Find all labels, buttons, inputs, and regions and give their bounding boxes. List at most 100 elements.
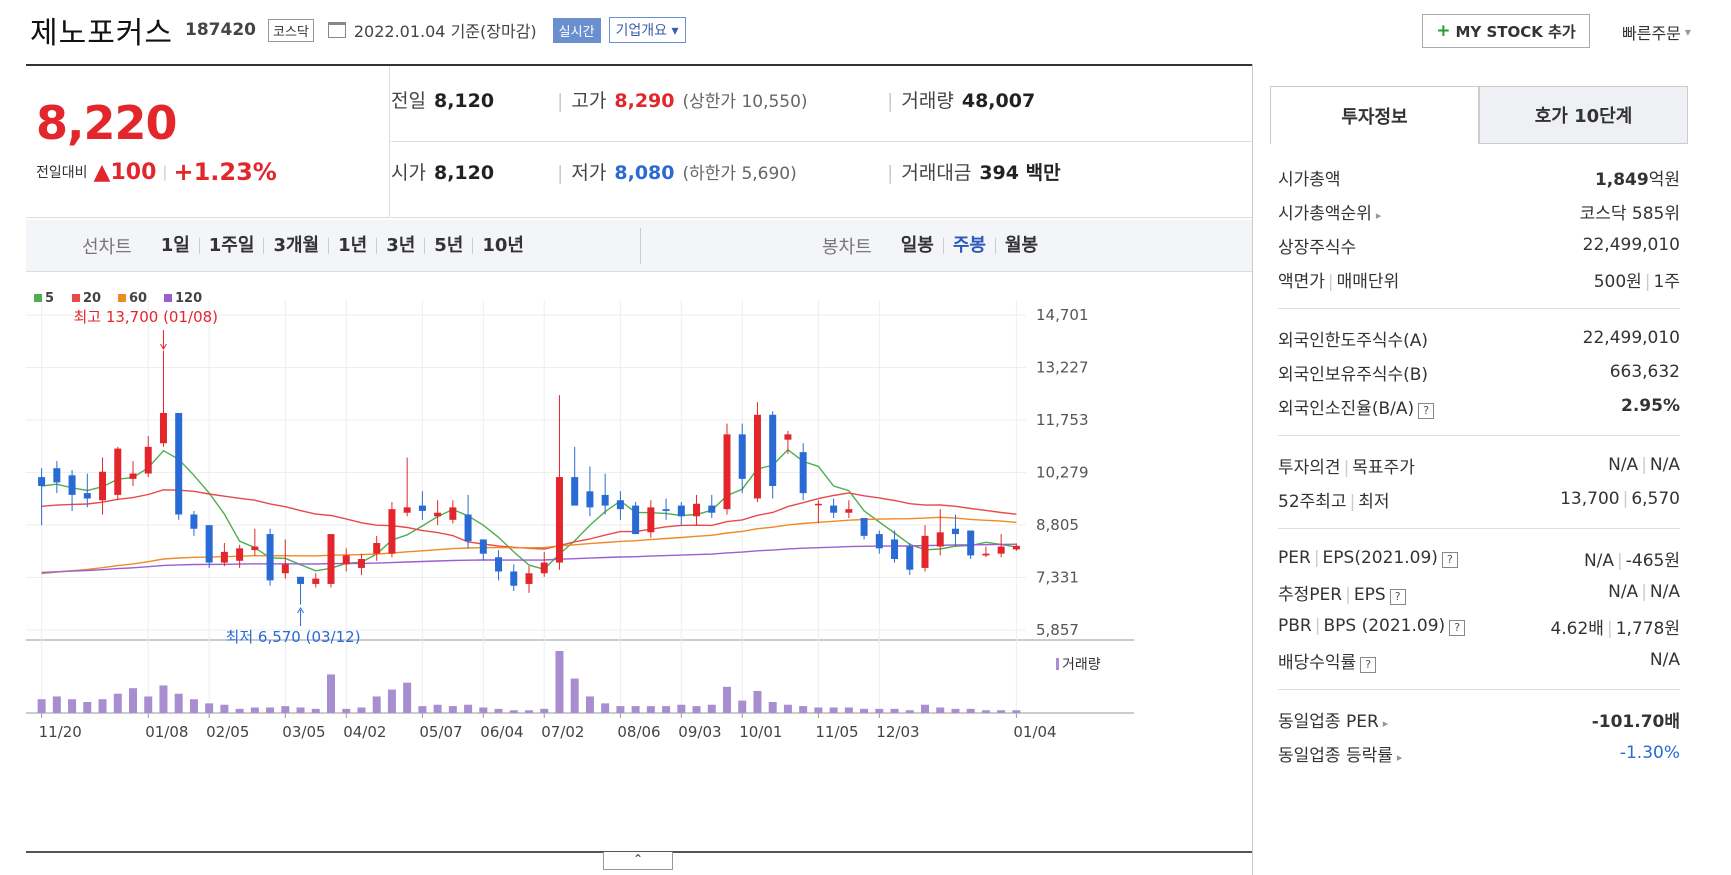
price-chart[interactable]: 14,701 13,227 11,753 10,279 8,805 7,331 5,857 1… bbox=[26, 290, 1252, 850]
target-price-label: 목표주가 bbox=[1352, 457, 1415, 478]
candle-body bbox=[357, 559, 365, 568]
candle-body bbox=[723, 434, 731, 510]
period-5y[interactable]: 5년 bbox=[424, 237, 472, 255]
candle-body bbox=[297, 576, 305, 584]
period-3m[interactable]: 3개월 bbox=[263, 237, 328, 255]
volume-bar bbox=[220, 704, 229, 713]
candle-body bbox=[891, 539, 899, 560]
candle-body bbox=[632, 505, 640, 535]
candle-body bbox=[693, 503, 701, 517]
52w-low-value: 6,570 bbox=[1631, 489, 1680, 509]
par-label: 액면가 bbox=[1278, 271, 1325, 292]
52w-low-label: 최저 bbox=[1358, 491, 1390, 512]
shares-value: 22,499,010 bbox=[1582, 235, 1680, 255]
price-stats: 전일 8,120 | 고가 8,290 (상한가 10,550) | 거래량 4… bbox=[391, 66, 1252, 218]
help-icon[interactable]: ? bbox=[1441, 552, 1458, 568]
row-industry-rate[interactable]: 동일업종 등락률 ▸ -1.30% bbox=[1278, 736, 1680, 770]
candle-daily[interactable]: 일봉 bbox=[900, 235, 934, 256]
candle-body bbox=[753, 414, 761, 499]
market-cap-rank: 코스닥 585위 bbox=[1579, 203, 1680, 224]
plus-icon: + bbox=[1436, 21, 1451, 41]
my-stock-add-button[interactable]: + MY STOCK 추가 bbox=[1422, 14, 1590, 48]
collapse-chart-button[interactable]: ⌃ bbox=[603, 852, 673, 870]
candle-body bbox=[418, 505, 426, 511]
period-1y[interactable]: 1년 bbox=[328, 237, 376, 255]
divider: | bbox=[1343, 457, 1350, 478]
tab-hoga[interactable]: 호가 10단계 bbox=[1479, 86, 1688, 144]
volume-bar bbox=[387, 689, 396, 713]
candle-body bbox=[875, 534, 883, 549]
stat-low: | 저가 8,080 (하한가 5,690) bbox=[557, 158, 797, 185]
volume-bar bbox=[966, 708, 975, 713]
stat-value: 48,007 bbox=[961, 90, 1036, 112]
candle-body bbox=[251, 546, 259, 551]
volume-bar bbox=[266, 707, 275, 713]
help-icon[interactable]: ? bbox=[1389, 588, 1406, 605]
help-icon[interactable]: ? bbox=[1418, 402, 1435, 419]
current-price: 8,220 bbox=[36, 96, 178, 150]
candle-body bbox=[175, 412, 183, 515]
volume-bar bbox=[799, 706, 808, 713]
up-arrow-icon: ▲100 bbox=[93, 159, 157, 185]
company-overview-dropdown[interactable]: 기업개요 ▾ bbox=[608, 17, 686, 43]
foreign-limit-value: 22,499,010 bbox=[1582, 328, 1680, 348]
candle-body bbox=[738, 434, 746, 479]
ma60-line bbox=[41, 516, 1017, 575]
row-industry-per[interactable]: 동일업종 PER ▸ -101.70배 bbox=[1278, 702, 1680, 736]
volume-bar bbox=[509, 710, 518, 713]
quick-order-dropdown[interactable]: 빠른주문 ▾ bbox=[1622, 20, 1691, 44]
volume-bar bbox=[205, 703, 214, 713]
volume-bar bbox=[418, 706, 427, 713]
period-3y[interactable]: 3년 bbox=[376, 237, 424, 255]
row-market-cap-rank[interactable]: 시가총액순위 ▸ 코스닥 585위 bbox=[1278, 194, 1680, 228]
stat-volume: | 거래량 48,007 bbox=[887, 86, 1035, 113]
main-panel bbox=[26, 64, 1252, 854]
quick-order-label: 빠른주문 bbox=[1622, 24, 1681, 43]
volume-bar bbox=[448, 706, 457, 713]
volume-bar bbox=[783, 704, 792, 713]
volume-bar bbox=[601, 703, 610, 713]
opinion-label: 투자의견 bbox=[1278, 457, 1341, 478]
per-label: PER bbox=[1278, 548, 1311, 568]
help-icon[interactable]: ? bbox=[1360, 656, 1377, 673]
tab-invest-info[interactable]: 투자정보 bbox=[1270, 86, 1479, 144]
foreign-limit-label: 외국인한도주식수(A) bbox=[1278, 330, 1429, 351]
period-1w[interactable]: 1주일 bbox=[198, 237, 264, 255]
x-tick-label: 07/02 bbox=[541, 723, 584, 741]
stock-code: 187420 bbox=[185, 20, 256, 40]
period-10y[interactable]: 10년 bbox=[472, 237, 533, 255]
volume-bar bbox=[98, 699, 107, 713]
candle-chart-periods: 봉차트 일봉 주봉 월봉 bbox=[822, 220, 1047, 272]
volume-bar bbox=[144, 696, 153, 713]
candle-body bbox=[144, 446, 152, 474]
realtime-button[interactable]: 실시간 bbox=[552, 17, 601, 43]
period-1d[interactable]: 1일 bbox=[160, 235, 190, 256]
candle-monthly[interactable]: 월봉 bbox=[994, 237, 1047, 255]
row-52week: 52주최고 | 최저 13,700 | 6,570 bbox=[1278, 482, 1680, 516]
candle-weekly[interactable]: 주봉 bbox=[942, 237, 995, 255]
divider: | bbox=[1644, 271, 1651, 292]
row-foreign-limit: 외국인한도주식수(A) 22,499,010 bbox=[1278, 321, 1680, 355]
change-value: 100 bbox=[110, 159, 157, 185]
ma5-line bbox=[41, 448, 1017, 572]
candle-body bbox=[997, 546, 1005, 554]
candle-body bbox=[586, 491, 594, 508]
per-value: N/A bbox=[1583, 550, 1615, 571]
candle-body bbox=[936, 532, 944, 547]
row-pbr: PBR | BPS (2021.09)? 4.62배 | 1,778원 bbox=[1278, 609, 1680, 643]
chevron-down-icon: ▾ bbox=[1684, 25, 1691, 39]
volume-bar bbox=[189, 699, 198, 713]
lower-limit: (하한가 5,690) bbox=[682, 164, 797, 184]
upper-limit: (상한가 10,550) bbox=[682, 92, 808, 112]
eps-value: -465원 bbox=[1625, 550, 1680, 571]
volume-bar bbox=[68, 699, 77, 713]
help-icon[interactable]: ? bbox=[1449, 620, 1466, 636]
divider: | bbox=[1622, 489, 1629, 509]
candle-body bbox=[53, 468, 61, 483]
par-value: 500원 bbox=[1593, 271, 1642, 292]
candle-body bbox=[540, 562, 548, 574]
price-box: 8,220 전일대비 ▲100 | +1.23% bbox=[26, 66, 390, 218]
dividend-value: N/A bbox=[1649, 650, 1680, 670]
volume-bar bbox=[525, 710, 533, 713]
legend-swatch bbox=[164, 294, 172, 302]
